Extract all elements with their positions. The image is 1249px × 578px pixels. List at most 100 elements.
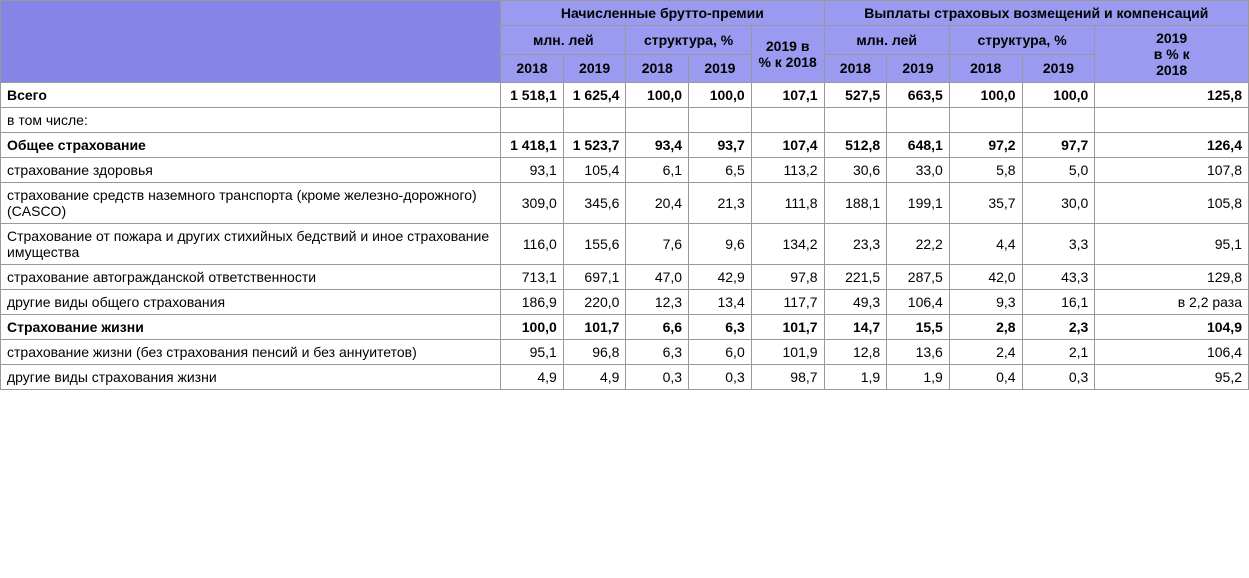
cell-o_str_2019: 3,3 (1022, 224, 1095, 265)
cell-p_mln_2019: 101,7 (563, 315, 626, 340)
header-o-mln-2018: 2018 (824, 54, 887, 83)
cell-o_str_2019: 43,3 (1022, 265, 1095, 290)
cell-o_mln_2018: 30,6 (824, 158, 887, 183)
cell-p_mln_2018: 1 518,1 (501, 83, 564, 108)
header-p-str-2019: 2019 (689, 54, 752, 83)
cell-o_mln_2019: 22,2 (887, 224, 950, 265)
cell-o_str_2018 (949, 108, 1022, 133)
cell-o_mln_2019: 648,1 (887, 133, 950, 158)
cell-p_mln_2019: 697,1 (563, 265, 626, 290)
cell-p_str_2019: 6,3 (689, 315, 752, 340)
header-premiums-group: Начисленные брутто-премии (501, 1, 824, 26)
cell-o_ratio: 104,9 (1095, 315, 1249, 340)
cell-o_str_2018: 2,4 (949, 340, 1022, 365)
cell-o_ratio: 126,4 (1095, 133, 1249, 158)
table-row: страхование автогражданской ответственно… (1, 265, 1249, 290)
cell-o_mln_2018: 188,1 (824, 183, 887, 224)
cell-o_mln_2019: 199,1 (887, 183, 950, 224)
header-payouts-ratio: 2019 в % к 2018 (1095, 26, 1249, 83)
cell-o_str_2019: 0,3 (1022, 365, 1095, 390)
cell-o_mln_2018: 527,5 (824, 83, 887, 108)
cell-o_ratio: 95,1 (1095, 224, 1249, 265)
table-row: страхование средств наземного транспорта… (1, 183, 1249, 224)
cell-p_str_2019: 9,6 (689, 224, 752, 265)
table-row: страхование жизни (без страхования пенси… (1, 340, 1249, 365)
table-row: Всего1 518,11 625,4100,0100,0107,1527,56… (1, 83, 1249, 108)
cell-o_ratio: 106,4 (1095, 340, 1249, 365)
table-row: страхование здоровья93,1105,46,16,5113,2… (1, 158, 1249, 183)
row-label: другие виды общего страхования (1, 290, 501, 315)
cell-p_ratio: 101,9 (751, 340, 824, 365)
row-label: другие виды страхования жизни (1, 365, 501, 390)
cell-o_str_2019: 30,0 (1022, 183, 1095, 224)
cell-o_ratio: 105,8 (1095, 183, 1249, 224)
cell-p_str_2018: 6,3 (626, 340, 689, 365)
cell-p_mln_2018: 713,1 (501, 265, 564, 290)
cell-p_mln_2018: 309,0 (501, 183, 564, 224)
cell-o_mln_2019: 15,5 (887, 315, 950, 340)
cell-p_mln_2019 (563, 108, 626, 133)
cell-o_mln_2018: 12,8 (824, 340, 887, 365)
cell-p_str_2019: 13,4 (689, 290, 752, 315)
cell-o_str_2019: 16,1 (1022, 290, 1095, 315)
table-body: Всего1 518,11 625,4100,0100,0107,1527,56… (1, 83, 1249, 390)
cell-p_str_2018: 0,3 (626, 365, 689, 390)
cell-p_ratio (751, 108, 824, 133)
table-row: Общее страхование1 418,11 523,793,493,71… (1, 133, 1249, 158)
table-row: в том числе: (1, 108, 1249, 133)
row-label: Страхование жизни (1, 315, 501, 340)
cell-o_mln_2019: 663,5 (887, 83, 950, 108)
cell-p_str_2018: 6,6 (626, 315, 689, 340)
cell-o_mln_2019: 1,9 (887, 365, 950, 390)
cell-p_str_2019: 6,5 (689, 158, 752, 183)
cell-p_mln_2018: 93,1 (501, 158, 564, 183)
cell-p_mln_2018: 4,9 (501, 365, 564, 390)
cell-o_ratio: 125,8 (1095, 83, 1249, 108)
cell-p_ratio: 113,2 (751, 158, 824, 183)
cell-p_mln_2018: 186,9 (501, 290, 564, 315)
cell-p_str_2018: 7,6 (626, 224, 689, 265)
cell-p_ratio: 98,7 (751, 365, 824, 390)
header-o-mln-2019: 2019 (887, 54, 950, 83)
cell-p_mln_2018 (501, 108, 564, 133)
row-label: страхование средств наземного транспорта… (1, 183, 501, 224)
row-label: Общее страхование (1, 133, 501, 158)
cell-o_ratio (1095, 108, 1249, 133)
cell-p_str_2019: 6,0 (689, 340, 752, 365)
cell-p_mln_2019: 4,9 (563, 365, 626, 390)
cell-p_str_2019: 21,3 (689, 183, 752, 224)
cell-p_str_2019: 100,0 (689, 83, 752, 108)
cell-o_str_2018: 5,8 (949, 158, 1022, 183)
row-label: в том числе: (1, 108, 501, 133)
cell-o_str_2018: 100,0 (949, 83, 1022, 108)
cell-o_str_2019: 2,1 (1022, 340, 1095, 365)
cell-o_mln_2019: 13,6 (887, 340, 950, 365)
cell-p_str_2019: 42,9 (689, 265, 752, 290)
cell-p_mln_2018: 1 418,1 (501, 133, 564, 158)
cell-o_str_2019: 5,0 (1022, 158, 1095, 183)
cell-o_mln_2018: 49,3 (824, 290, 887, 315)
cell-p_str_2018 (626, 108, 689, 133)
cell-p_str_2018: 12,3 (626, 290, 689, 315)
cell-o_mln_2018: 221,5 (824, 265, 887, 290)
cell-o_mln_2019 (887, 108, 950, 133)
cell-p_mln_2019: 345,6 (563, 183, 626, 224)
cell-p_str_2019: 0,3 (689, 365, 752, 390)
cell-o_str_2018: 35,7 (949, 183, 1022, 224)
cell-o_ratio: 107,8 (1095, 158, 1249, 183)
cell-p_str_2019 (689, 108, 752, 133)
cell-o_str_2018: 97,2 (949, 133, 1022, 158)
cell-p_str_2018: 100,0 (626, 83, 689, 108)
cell-o_ratio: в 2,2 раза (1095, 290, 1249, 315)
cell-o_str_2018: 4,4 (949, 224, 1022, 265)
cell-p_mln_2019: 155,6 (563, 224, 626, 265)
row-label: страхование жизни (без страхования пенси… (1, 340, 501, 365)
cell-o_str_2018: 2,8 (949, 315, 1022, 340)
cell-p_mln_2019: 96,8 (563, 340, 626, 365)
header-p-str-2018: 2018 (626, 54, 689, 83)
row-label: страхование автогражданской ответственно… (1, 265, 501, 290)
cell-o_str_2019: 100,0 (1022, 83, 1095, 108)
cell-p_str_2019: 93,7 (689, 133, 752, 158)
cell-o_mln_2018: 512,8 (824, 133, 887, 158)
cell-p_ratio: 117,7 (751, 290, 824, 315)
